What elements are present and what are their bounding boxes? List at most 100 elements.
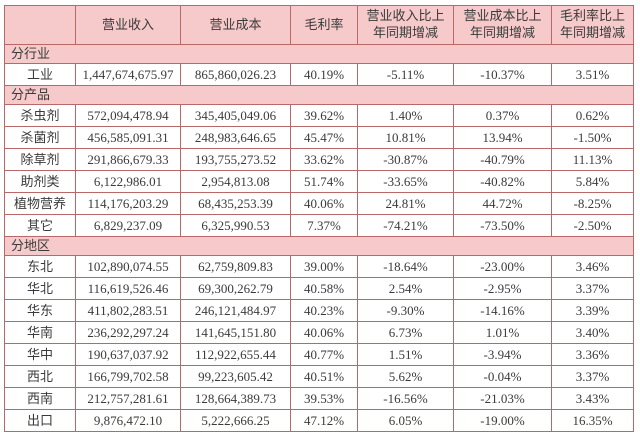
cell-value: 345,405,049.06 [180, 104, 291, 127]
cell-value: 99,223,605.42 [180, 365, 291, 388]
cell-value: 3.37% [551, 277, 634, 300]
cell-value: 236,292,297.24 [75, 321, 181, 344]
cell-value: -0.04% [453, 365, 552, 388]
table-row: 助剂类 6,122,986.01 2,954,813.08 51.74% -33.65%… [4, 170, 634, 193]
cell-value: -74.21% [357, 214, 454, 237]
table-row: 华南 236,292,297.24 141,645,151.80 40.06% 6.73… [4, 321, 634, 344]
cell-value: 456,585,091.31 [75, 126, 181, 149]
table-row: 杀虫剂 572,094,478.94 345,405,049.06 39.62% 1.4… [4, 104, 634, 127]
cell-value: -18.64% [357, 255, 454, 278]
section-title: 分地区 [4, 236, 634, 256]
cell-value: 112,922,655.44 [180, 343, 291, 366]
cell-value: 3.39% [551, 299, 634, 322]
cell-value: -10.37% [453, 63, 552, 86]
header-cell: 营业收入比上 年同期增减 [357, 5, 454, 45]
cell-value: -33.65% [357, 170, 454, 193]
cell-value: 3.46% [551, 255, 634, 278]
cell-value: 40.23% [290, 299, 358, 322]
cell-value: 11.13% [551, 148, 634, 171]
cell-value: 33.62% [290, 148, 358, 171]
table-row: 杀菌剂 456,585,091.31 248,983,646.65 45.47% 10.… [4, 126, 634, 149]
cell-value: 13.94% [453, 126, 552, 149]
cell-value: -1.50% [551, 126, 634, 149]
cell-value: 5.62% [357, 365, 454, 388]
row-label: 华南 [4, 321, 76, 344]
cell-value: -3.94% [453, 343, 552, 366]
cell-value: 51.74% [290, 170, 358, 193]
row-label: 杀菌剂 [4, 126, 76, 149]
cell-value: 39.53% [290, 387, 358, 410]
section-row: 分行业 [4, 44, 634, 64]
cell-value: -9.30% [357, 299, 454, 322]
cell-value: 6,122,986.01 [75, 170, 181, 193]
section-title: 分行业 [4, 44, 634, 64]
header-row: 营业收入 营业成本 毛利率 营业收入比上 年同期增减 营业成本比上 年同期增减 毛利率比上… [4, 5, 634, 45]
table-row: 华中 190,637,037.92 112,922,655.44 40.77% 1.51… [4, 343, 634, 366]
row-label: 西北 [4, 365, 76, 388]
cell-value: 141,645,151.80 [180, 321, 291, 344]
table-row: 华北 116,619,526.46 69,300,262.79 40.58% 2.54%… [4, 277, 634, 300]
cell-value: 40.77% [290, 343, 358, 366]
cell-value: 68,435,253.39 [180, 192, 291, 215]
cell-value: 45.47% [290, 126, 358, 149]
cell-value: 62,759,809.83 [180, 255, 291, 278]
cell-value: 166,799,702.58 [75, 365, 181, 388]
cell-value: 190,637,037.92 [75, 343, 181, 366]
row-label: 华北 [4, 277, 76, 300]
cell-value: 246,121,484.97 [180, 299, 291, 322]
cell-value: 3.51% [551, 63, 634, 86]
cell-value: 39.00% [290, 255, 358, 278]
row-label: 东北 [4, 255, 76, 278]
row-label: 其它 [4, 214, 76, 237]
cell-value: 24.81% [357, 192, 454, 215]
row-label: 除草剂 [4, 148, 76, 171]
cell-value: 102,890,074.55 [75, 255, 181, 278]
table-row: 西北 166,799,702.58 99,223,605.42 40.51% 5.62%… [4, 365, 634, 388]
cell-value: 40.58% [290, 277, 358, 300]
cell-value: -2.50% [551, 214, 634, 237]
cell-value: 411,802,283.51 [75, 299, 181, 322]
row-label: 杀虫剂 [4, 104, 76, 127]
cell-value: 116,619,526.46 [75, 277, 181, 300]
cell-value: 1,447,674,675.97 [75, 63, 181, 86]
cell-value: 2,954,813.08 [180, 170, 291, 193]
cell-value: 40.06% [290, 192, 358, 215]
cell-value: 5.84% [551, 170, 634, 193]
cell-value: -16.56% [357, 387, 454, 410]
header-cell: 毛利率 [290, 5, 358, 45]
header-cell: 营业收入 [75, 5, 181, 45]
cell-value: 2.54% [357, 277, 454, 300]
row-label: 工业 [4, 63, 76, 86]
cell-value: -23.00% [453, 255, 552, 278]
table-row: 华东 411,802,283.51 246,121,484.97 40.23% -9.3… [4, 299, 634, 322]
cell-value: -30.87% [357, 148, 454, 171]
cell-value: 1.01% [453, 321, 552, 344]
table-body: 分行业 工业 1,447,674,675.97 865,860,026.23 40.19… [4, 44, 634, 432]
cell-value: -73.50% [453, 214, 552, 237]
cell-value: 6,325,990.53 [180, 214, 291, 237]
cell-value: 39.62% [290, 104, 358, 127]
cell-value: -40.79% [453, 148, 552, 171]
section-row: 分产品 [4, 85, 634, 105]
cell-value: 248,983,646.65 [180, 126, 291, 149]
header-cell: 营业成本比上 年同期增减 [453, 5, 552, 45]
cell-value: -5.11% [357, 63, 454, 86]
cell-value: 44.72% [453, 192, 552, 215]
table-header: 营业收入 营业成本 毛利率 营业收入比上 年同期增减 营业成本比上 年同期增减 毛利率比上… [4, 5, 634, 45]
cell-value: 291,866,679.33 [75, 148, 181, 171]
cell-value: 3.40% [551, 321, 634, 344]
cell-value: -2.95% [453, 277, 552, 300]
cell-value: 0.62% [551, 104, 634, 127]
row-label: 西南 [4, 387, 76, 410]
cell-value: -40.82% [453, 170, 552, 193]
cell-value: 212,757,281.61 [75, 387, 181, 410]
cell-value: 7.37% [290, 214, 358, 237]
cell-value: 6.73% [357, 321, 454, 344]
cell-value: 69,300,262.79 [180, 277, 291, 300]
cell-value: 114,176,203.29 [75, 192, 181, 215]
header-cell: 毛利率比上 年同期增减 [551, 5, 634, 45]
table-row: 其它 6,829,237.09 6,325,990.53 7.37% -74.21% -7… [4, 214, 634, 237]
cell-value: 572,094,478.94 [75, 104, 181, 127]
cell-value: 40.51% [290, 365, 358, 388]
cell-value: 193,755,273.52 [180, 148, 291, 171]
